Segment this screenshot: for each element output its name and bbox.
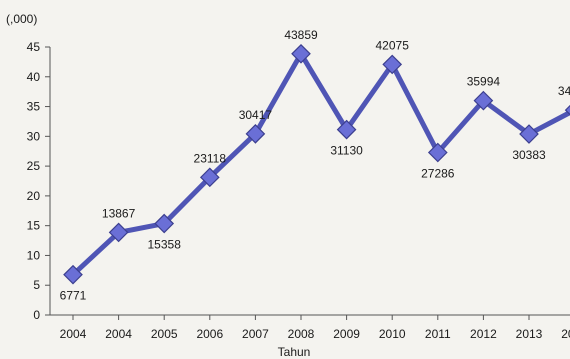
y-tick-label: 25: [27, 159, 41, 173]
data-label: 34410: [558, 84, 570, 98]
data-label: 42075: [376, 38, 410, 52]
data-label: 30383: [512, 148, 546, 162]
data-label: 30417: [239, 108, 273, 122]
data-label: 6771: [60, 289, 87, 303]
data-label: 35994: [467, 75, 501, 89]
data-point-marker: [245, 124, 266, 144]
data-label: 15358: [148, 238, 182, 252]
y-tick-label: 20: [27, 189, 41, 203]
data-labels: 6771 13867 15358 23118 30417 43859 31130 42075 2…: [60, 28, 570, 303]
data-point-marker: [519, 124, 539, 144]
data-point-marker: [473, 90, 494, 111]
data-point-marker: [108, 222, 129, 243]
y-tick-label: 5: [33, 278, 40, 292]
y-tick-label: 10: [27, 248, 41, 262]
y-tick-label: 45: [27, 40, 41, 54]
data-label: 13867: [102, 206, 136, 220]
data-point-marker: [291, 43, 311, 64]
series-group: [63, 43, 570, 285]
data-point-marker: [382, 54, 403, 75]
y-tick-label: 15: [27, 219, 41, 233]
x-tick-label: 2012: [470, 327, 497, 341]
x-tick-label: 2007: [242, 327, 269, 341]
tick-labels: 0 5 10 15 20 25 30 35 40 45 2004 2004 2005 2006 2007 20…: [27, 40, 570, 341]
axes: [45, 46, 570, 320]
x-tick-label: 2011: [425, 327, 451, 341]
data-point-marker: [564, 104, 570, 116]
x-tick-label: 2005: [151, 327, 178, 341]
x-tick-label: 2013: [516, 327, 543, 341]
y-unit-label: (,000): [6, 12, 37, 26]
y-tick-label: 0: [33, 308, 40, 322]
data-label: 31130: [330, 144, 363, 158]
x-tick-label: 2010: [379, 327, 406, 341]
data-point-marker: [199, 167, 220, 188]
x-tick-label: 2006: [196, 327, 223, 341]
data-point-marker: [427, 142, 448, 163]
data-label: 23118: [194, 151, 227, 165]
x-tick-label: 2004: [105, 327, 132, 341]
data-point-marker: [154, 213, 175, 234]
x-tick-label: 2004: [60, 327, 87, 341]
x-tick-label: 2009: [333, 327, 360, 341]
x-tick-label: 2008: [288, 327, 315, 341]
data-point-marker: [336, 119, 357, 140]
x-axis-title: Tahun: [278, 345, 311, 359]
data-label: 43859: [284, 28, 318, 42]
data-label: 27286: [421, 166, 455, 180]
data-point-marker: [63, 264, 83, 285]
y-tick-label: 35: [27, 100, 41, 114]
y-tick-label: 30: [27, 129, 41, 143]
y-tick-label: 40: [27, 70, 41, 84]
x-tick-label: 2014: [561, 327, 570, 341]
